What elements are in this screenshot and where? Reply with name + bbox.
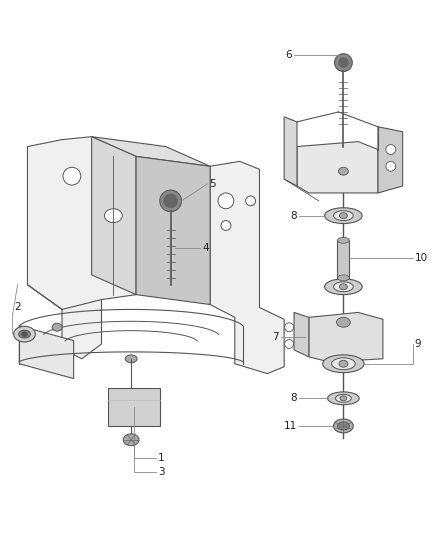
Ellipse shape <box>386 161 396 171</box>
Polygon shape <box>136 156 210 304</box>
Ellipse shape <box>164 194 177 208</box>
Ellipse shape <box>105 209 122 223</box>
Text: 3: 3 <box>158 467 164 478</box>
Ellipse shape <box>333 419 353 433</box>
Ellipse shape <box>328 392 359 405</box>
Ellipse shape <box>337 422 350 430</box>
Ellipse shape <box>63 167 81 185</box>
Ellipse shape <box>123 434 139 446</box>
Ellipse shape <box>386 144 396 155</box>
Ellipse shape <box>333 211 353 221</box>
Text: 11: 11 <box>284 421 297 431</box>
Bar <box>337 240 350 278</box>
Ellipse shape <box>325 279 362 295</box>
Text: 9: 9 <box>414 339 421 349</box>
Ellipse shape <box>339 167 348 175</box>
Ellipse shape <box>323 355 364 373</box>
Polygon shape <box>378 127 403 193</box>
Text: 4: 4 <box>202 243 209 253</box>
Polygon shape <box>210 161 284 374</box>
Ellipse shape <box>52 324 62 331</box>
Text: 5: 5 <box>209 179 216 189</box>
Ellipse shape <box>18 330 30 338</box>
Ellipse shape <box>336 317 350 327</box>
Ellipse shape <box>21 332 28 337</box>
Ellipse shape <box>337 237 350 243</box>
Ellipse shape <box>339 360 348 367</box>
Text: 2: 2 <box>14 302 21 312</box>
Ellipse shape <box>160 190 181 212</box>
Ellipse shape <box>218 193 234 209</box>
Bar <box>109 389 160 426</box>
Ellipse shape <box>14 326 35 342</box>
Polygon shape <box>19 326 74 378</box>
Polygon shape <box>28 136 136 359</box>
Polygon shape <box>297 142 378 193</box>
Polygon shape <box>294 312 309 357</box>
Ellipse shape <box>335 54 352 71</box>
Text: 8: 8 <box>290 393 297 403</box>
Polygon shape <box>92 136 136 295</box>
Ellipse shape <box>336 394 351 402</box>
Ellipse shape <box>339 284 347 290</box>
Ellipse shape <box>221 221 231 230</box>
Ellipse shape <box>92 167 110 185</box>
Ellipse shape <box>333 282 353 292</box>
Ellipse shape <box>340 396 347 401</box>
Text: 10: 10 <box>414 253 427 263</box>
Text: 8: 8 <box>290 211 297 221</box>
Polygon shape <box>309 312 383 362</box>
Ellipse shape <box>339 58 348 68</box>
Polygon shape <box>92 136 210 166</box>
Polygon shape <box>284 117 297 186</box>
Ellipse shape <box>125 355 137 363</box>
Text: 6: 6 <box>286 50 292 60</box>
Ellipse shape <box>285 340 293 349</box>
Ellipse shape <box>246 196 255 206</box>
Ellipse shape <box>339 213 347 219</box>
Ellipse shape <box>325 208 362 223</box>
Ellipse shape <box>332 358 355 370</box>
Ellipse shape <box>337 275 350 281</box>
Text: 7: 7 <box>272 332 279 342</box>
Text: 1: 1 <box>158 453 164 463</box>
Ellipse shape <box>285 323 293 332</box>
